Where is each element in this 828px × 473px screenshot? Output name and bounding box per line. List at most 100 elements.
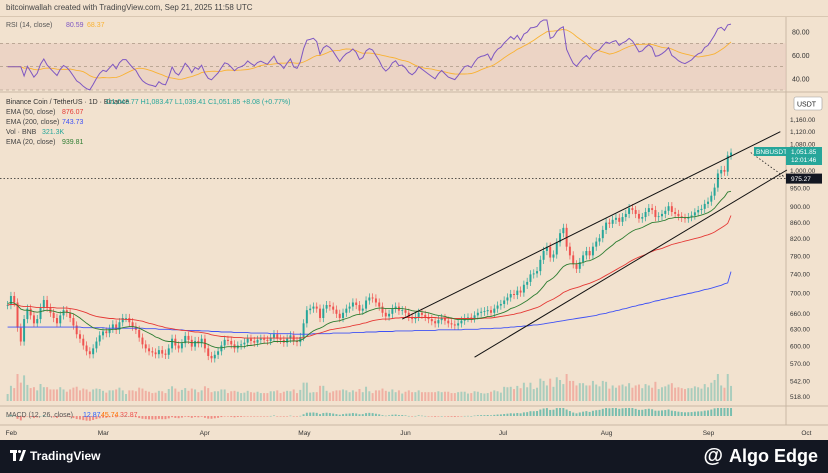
macd-hist-bar (582, 411, 585, 416)
macd-hist-bar (92, 416, 95, 420)
macd-hist-bar (88, 416, 91, 421)
volume-bar (164, 393, 167, 401)
volume-bar (624, 386, 627, 401)
macd-hist-bar (197, 416, 200, 418)
macd-hist-bar (249, 416, 252, 417)
volume-bar (509, 386, 512, 401)
volume-bar (328, 392, 331, 401)
volume-bar (605, 381, 608, 401)
macd-hist-bar (730, 408, 733, 416)
legend-label: EMA (50, close) (6, 109, 55, 116)
header-bar: bitcoinwallah created with TradingView.c… (0, 0, 828, 17)
macd-hist-bar (703, 410, 706, 416)
volume-bar (174, 388, 177, 401)
volume-bar (674, 387, 677, 401)
macd-hist-bar (319, 414, 322, 416)
candle-body (552, 254, 555, 258)
candle-body (404, 310, 407, 313)
candle-body (450, 323, 453, 325)
candle-body (125, 318, 128, 319)
volume-bar (532, 389, 535, 401)
macd-hist-bar (6, 416, 9, 417)
time-tick-label: Oct (801, 430, 811, 437)
candle-body (194, 340, 197, 347)
macd-hist-bar (677, 411, 680, 416)
candle-body (52, 312, 55, 319)
macd-hist-bar (95, 416, 98, 420)
macd-hist-bar (85, 416, 88, 421)
volume-bar (95, 388, 98, 401)
volume-bar (374, 390, 377, 401)
macd-hist-bar (716, 408, 719, 416)
macd-hist-bar (654, 410, 657, 416)
volume-bar (167, 389, 170, 401)
volume-bar (585, 385, 588, 401)
volume-bar (407, 390, 410, 401)
volume-bar (171, 386, 174, 401)
volume-bar (125, 394, 128, 401)
tradingview-logo[interactable]: TradingView (10, 449, 110, 465)
candle-body (414, 316, 417, 320)
volume-bar (23, 375, 26, 401)
symbol-badge (754, 147, 794, 156)
volume-bar (371, 393, 374, 401)
volume-bar (322, 385, 325, 401)
macd-hist-bar (466, 415, 469, 417)
candle-body (154, 352, 157, 355)
volume-bar (26, 384, 29, 401)
volume-bar (180, 389, 183, 401)
candle-body (480, 311, 483, 313)
volume-bar (361, 392, 364, 401)
macd-hist-bar (437, 416, 440, 417)
volume-bar (680, 388, 683, 401)
volume-bar (85, 389, 88, 401)
macd-hist-bar (42, 415, 45, 416)
volume-bar (141, 388, 144, 401)
volume-bar (595, 384, 598, 401)
volume-bar (598, 386, 601, 401)
volume-bar (52, 389, 55, 401)
volume-bar (256, 391, 259, 401)
macd-hist-bar (342, 414, 345, 416)
macd-hist-bar (217, 416, 220, 418)
macd-hist-bar (69, 416, 72, 418)
macd-hist-bar (105, 416, 108, 418)
price-tick-label: 542.00 (790, 378, 810, 385)
channel-upper-line (401, 131, 781, 320)
candle-body (726, 155, 729, 172)
candle-body (532, 273, 535, 275)
macd-hist-bar (559, 408, 562, 416)
macd-hist-bar (118, 416, 121, 417)
candle-body (322, 308, 325, 319)
price-badge-value: 1,051.85 (791, 149, 817, 156)
candle-body (148, 348, 151, 352)
candle-body (457, 323, 460, 326)
price-tick-label: 600.00 (790, 344, 810, 351)
rsi-tick-label: 60.00 (792, 53, 810, 60)
volume-bar (516, 385, 519, 401)
volume-bar (105, 392, 108, 401)
volume-bar (243, 392, 246, 401)
candle-body (302, 323, 305, 338)
chart-svg[interactable]: 80.00 60.00 40.00 RSI (14, close) 80.59 68.37… (0, 0, 828, 440)
candle-body (213, 354, 216, 359)
macd-hist-bar (187, 416, 190, 418)
macd-hist-bar (322, 413, 325, 416)
volume-bar (388, 391, 391, 401)
macd-hist-bar (700, 411, 703, 416)
volume-bar (368, 391, 371, 401)
volume-bar (98, 389, 101, 401)
macd-hist-bar (46, 416, 49, 417)
macd-hist-bar (549, 409, 552, 416)
candle-body (276, 334, 279, 339)
candle-body (427, 316, 430, 320)
volume-bar (144, 390, 147, 401)
candle-body (319, 308, 322, 319)
price-tick-label: 860.00 (790, 220, 810, 227)
price-badge (786, 147, 822, 165)
candle-body (407, 312, 410, 317)
volume-bar (279, 393, 282, 401)
macd-hist-bar (365, 413, 368, 416)
candle-body (420, 312, 423, 315)
macd-hist-bar (506, 413, 509, 416)
